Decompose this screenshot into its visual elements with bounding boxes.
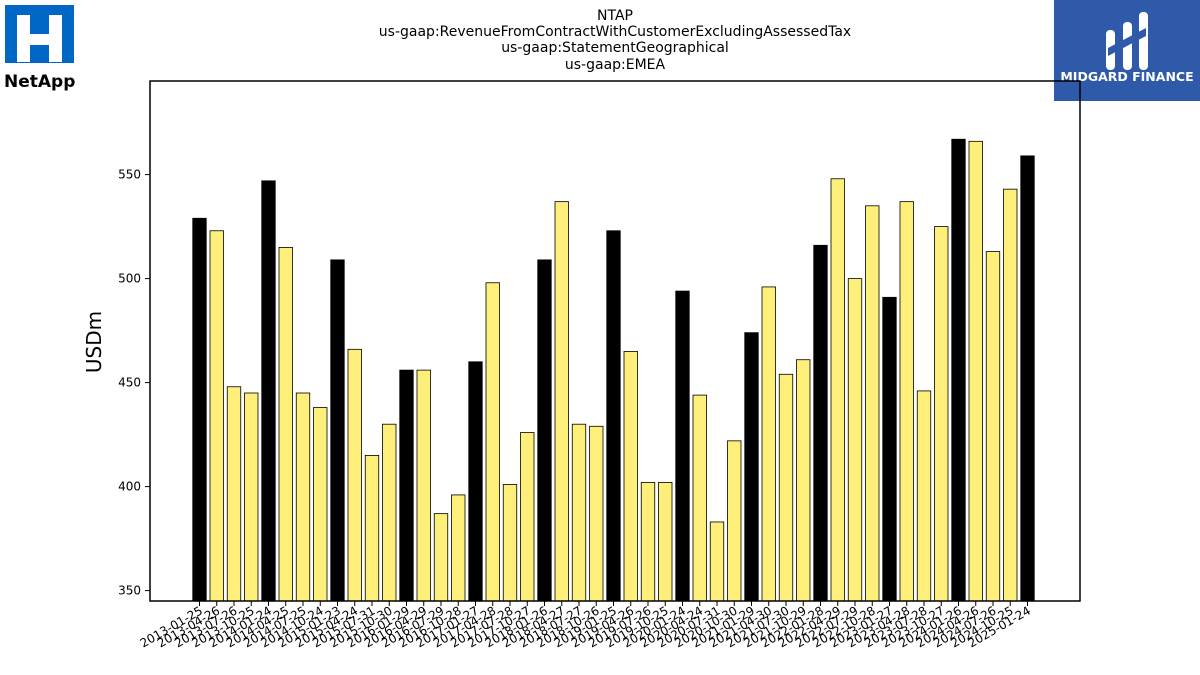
bar [951, 138, 966, 602]
bar [364, 454, 380, 602]
bar [675, 290, 690, 602]
netapp-logo-mark-icon [17, 15, 62, 63]
midgard-logo-text: MIDGARD FINANCE [1060, 69, 1193, 84]
bar [865, 205, 880, 602]
bar [433, 513, 449, 602]
bar [382, 423, 397, 602]
bar [985, 251, 1001, 602]
bar [1020, 155, 1035, 602]
bar [416, 369, 431, 602]
chart-title: NTAP us-gaap:RevenueFromContractWithCust… [379, 8, 851, 73]
y-axis-label: USDm [82, 311, 106, 373]
bar [623, 350, 638, 602]
bar [744, 332, 759, 602]
bar [295, 392, 311, 602]
bar [882, 296, 897, 602]
chart-title-line: NTAP [597, 8, 633, 24]
bar [502, 484, 518, 602]
chart-subtitle-line: us-gaap:StatementGeographical [501, 40, 729, 56]
bar [278, 246, 293, 602]
bar [520, 432, 535, 602]
bar [261, 180, 276, 602]
bar [485, 282, 500, 602]
bar [606, 230, 621, 602]
bar [244, 392, 259, 602]
bar [330, 259, 345, 602]
midgard-finance-logo: MIDGARD FINANCE [1054, 0, 1200, 101]
bar [399, 369, 414, 602]
bar [313, 407, 328, 602]
bar [571, 423, 587, 602]
bar [209, 230, 224, 602]
bar [899, 201, 914, 602]
bar [192, 217, 207, 602]
y-tick-label: 400 [118, 480, 141, 494]
y-tick-label: 350 [118, 584, 141, 598]
bar [709, 521, 725, 602]
y-tick-label: 550 [118, 168, 141, 182]
bar [727, 440, 742, 602]
y-tick-label: 500 [118, 272, 141, 286]
bar [554, 201, 569, 602]
bar [813, 244, 828, 602]
netapp-logo-text: NetApp [4, 72, 75, 92]
bar [778, 373, 794, 602]
bar [796, 359, 811, 602]
x-axis: 2013-01-252013-04-262013-07-262013-10-25… [138, 601, 1033, 650]
bar [830, 178, 845, 602]
bar [451, 494, 466, 602]
bar [761, 286, 776, 602]
bar [934, 226, 949, 602]
plot-frame [149, 80, 1081, 602]
bar [226, 386, 242, 602]
netapp-logo: NetApp [4, 5, 75, 92]
bar [658, 482, 673, 602]
y-tick-label: 450 [118, 376, 141, 390]
bar [847, 278, 863, 602]
bar [916, 390, 932, 602]
chart-subtitle-line: us-gaap:RevenueFromContractWithCustomerE… [379, 24, 851, 40]
y-axis: 350 400 450 500 550 [118, 168, 150, 598]
chart-subtitle-line: us-gaap:EMEA [565, 57, 666, 73]
bar [692, 394, 707, 602]
bar [468, 361, 483, 602]
bar [347, 348, 362, 602]
bar [640, 482, 656, 602]
bar [968, 140, 983, 602]
bar [537, 259, 552, 602]
bar [589, 425, 604, 602]
bar [1003, 188, 1018, 602]
bars-group [192, 138, 1035, 602]
midgard-logo-mark-icon [1106, 12, 1148, 70]
